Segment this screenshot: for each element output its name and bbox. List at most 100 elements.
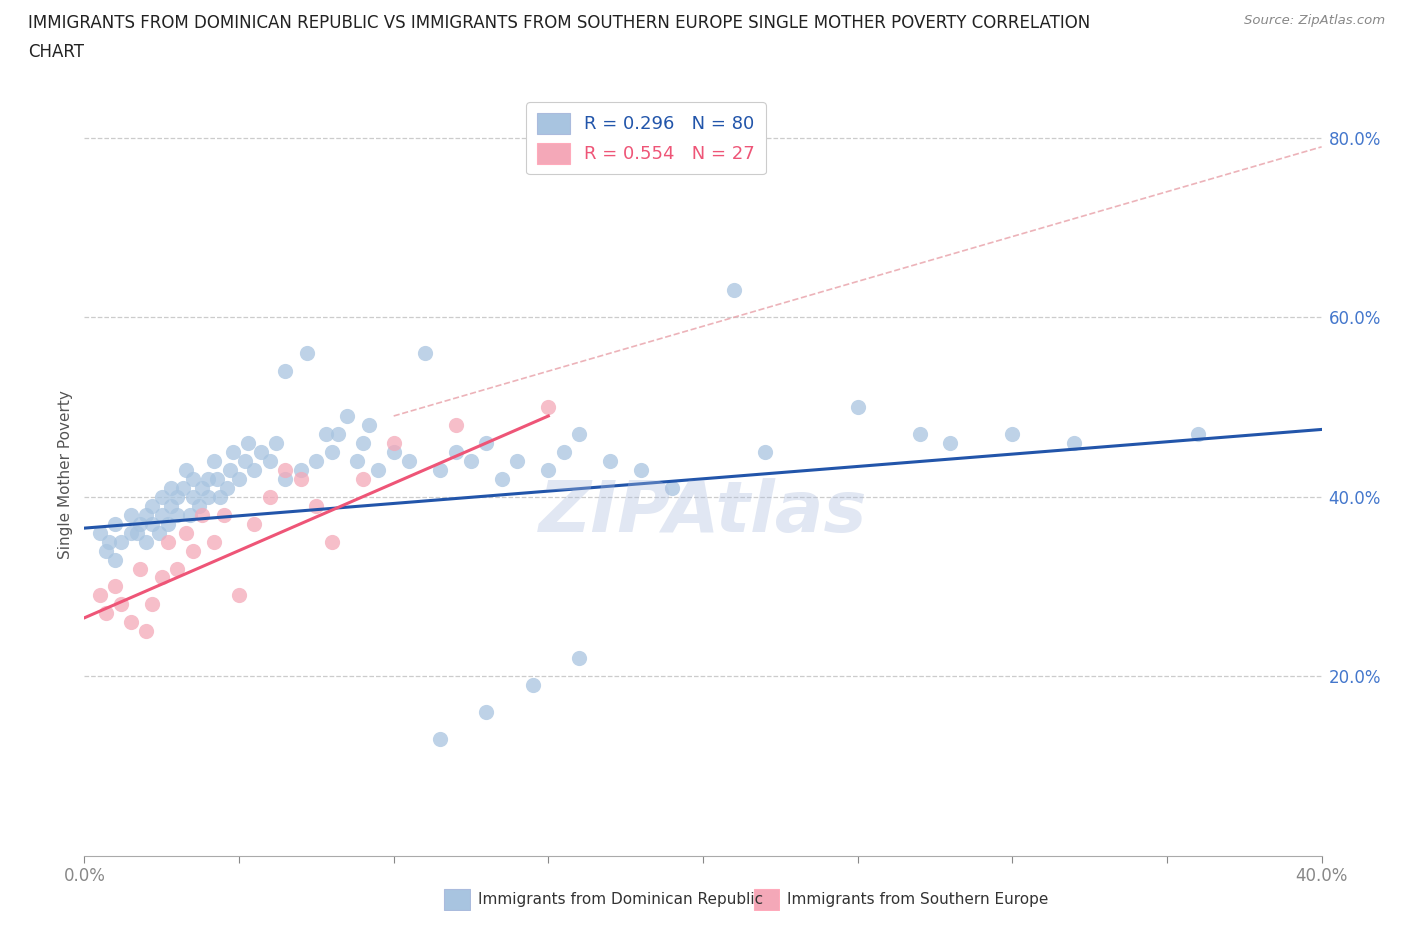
Point (228, 588, 250, 603)
Point (315, 427, 337, 442)
Text: CHART: CHART (28, 43, 84, 60)
Point (939, 435, 962, 450)
Point (1187, 427, 1209, 442)
Point (537, 400, 560, 415)
Point (537, 462, 560, 477)
Point (166, 561, 188, 576)
Point (176, 462, 198, 477)
Point (125, 525, 148, 540)
Point (207, 472, 229, 486)
Point (398, 454, 420, 469)
Point (274, 364, 297, 379)
Text: Source: ZipAtlas.com: Source: ZipAtlas.com (1244, 14, 1385, 27)
Point (110, 534, 132, 549)
Point (94, 543, 117, 558)
Point (413, 346, 436, 361)
Text: Immigrants from Southern Europe: Immigrants from Southern Europe (787, 892, 1049, 907)
Point (166, 507, 188, 522)
Point (222, 445, 245, 459)
Point (846, 400, 869, 415)
Point (104, 579, 127, 594)
Point (290, 462, 312, 477)
Point (197, 472, 219, 486)
Point (156, 516, 179, 531)
Point (630, 462, 652, 477)
Point (382, 435, 405, 450)
Point (98, 534, 121, 549)
Point (723, 283, 745, 298)
Point (104, 516, 127, 531)
Point (274, 472, 297, 486)
Point (172, 480, 194, 495)
Point (429, 462, 451, 477)
Point (233, 454, 256, 469)
Point (367, 462, 389, 477)
Point (120, 507, 142, 522)
Point (599, 454, 621, 469)
Point (135, 534, 157, 549)
Point (202, 454, 225, 469)
Point (89, 588, 111, 603)
Point (754, 445, 776, 459)
Point (160, 480, 183, 495)
Point (321, 534, 343, 549)
Point (141, 597, 163, 612)
Point (264, 435, 287, 450)
Point (129, 516, 152, 531)
Point (181, 472, 204, 486)
Point (141, 516, 163, 531)
Y-axis label: Single Mother Poverty: Single Mother Poverty (58, 390, 73, 559)
Point (218, 462, 240, 477)
Point (135, 624, 157, 639)
Point (352, 472, 374, 486)
Point (259, 489, 281, 504)
Point (187, 498, 209, 513)
Point (326, 427, 349, 442)
Point (305, 454, 328, 469)
Point (181, 489, 204, 504)
Point (176, 525, 198, 540)
Point (228, 472, 250, 486)
Point (243, 462, 266, 477)
Point (475, 705, 498, 720)
Point (1063, 435, 1085, 450)
Point (243, 516, 266, 531)
Point (429, 732, 451, 747)
Point (104, 552, 127, 567)
Point (156, 534, 179, 549)
Point (259, 454, 281, 469)
Point (295, 346, 318, 361)
Point (305, 498, 328, 513)
Legend: R = 0.296   N = 80, R = 0.554   N = 27: R = 0.296 N = 80, R = 0.554 N = 27 (526, 102, 766, 175)
Point (129, 561, 152, 576)
Point (94, 606, 117, 621)
Point (661, 480, 683, 495)
Point (908, 427, 931, 442)
Point (212, 507, 235, 522)
Point (238, 435, 260, 450)
Point (475, 435, 498, 450)
Point (148, 525, 170, 540)
Point (568, 651, 591, 666)
Point (179, 507, 201, 522)
Point (202, 534, 225, 549)
Point (506, 454, 529, 469)
Point (568, 427, 591, 442)
Text: ZIPAtlas: ZIPAtlas (538, 478, 868, 547)
Point (135, 507, 157, 522)
Point (336, 408, 359, 423)
Point (181, 543, 204, 558)
Point (166, 489, 188, 504)
Point (209, 489, 232, 504)
Point (460, 454, 482, 469)
Point (382, 445, 405, 459)
Point (274, 462, 297, 477)
Point (1001, 427, 1024, 442)
Point (150, 489, 173, 504)
Point (191, 507, 214, 522)
Point (197, 489, 219, 504)
Point (191, 480, 214, 495)
Point (215, 480, 238, 495)
Point (160, 498, 183, 513)
Point (150, 507, 173, 522)
